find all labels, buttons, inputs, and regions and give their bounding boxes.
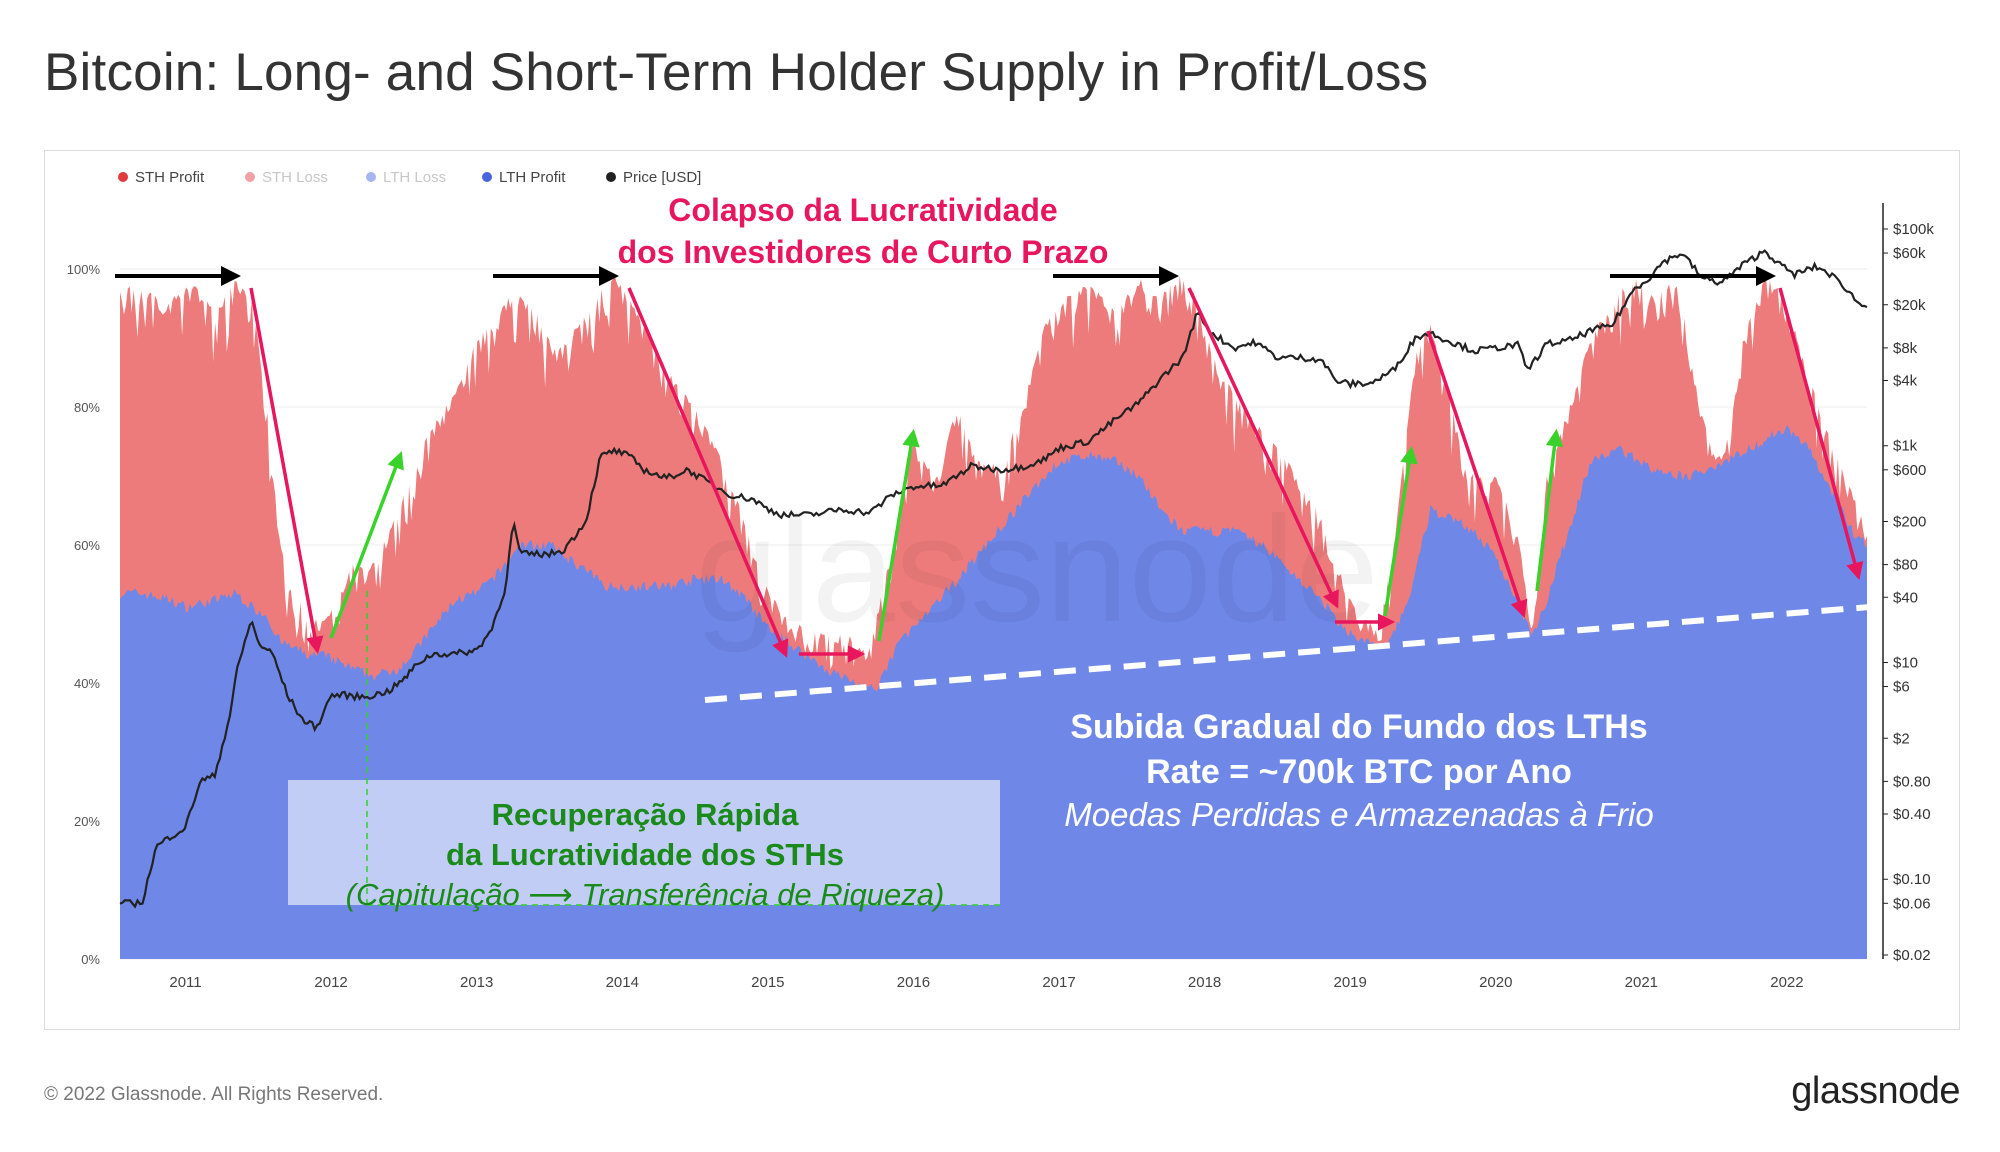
legend-item-sth-profit[interactable]: STH Profit [118, 169, 205, 186]
recovery-title: Recuperação Rápida [492, 797, 799, 832]
y2-tick-label: $200 [1893, 514, 1926, 531]
recovery-subtitle: da Lucratividade dos STHs [446, 837, 844, 872]
y2-tick-label: $4k [1893, 373, 1918, 390]
x-tick-label: 2015 [751, 974, 784, 991]
recovery-note: (Capitulação ⟶ Transferência de Riqueza) [346, 877, 945, 912]
x-tick-label: 2017 [1042, 974, 1075, 991]
x-tick-label: 2019 [1333, 974, 1366, 991]
y2-tick-label: $0.80 [1893, 773, 1931, 790]
legend-item-price[interactable]: Price [USD] [606, 169, 701, 186]
collapse-arrow [1426, 330, 1528, 618]
recovery-arrow [1535, 428, 1564, 592]
x-tick-label: 2021 [1625, 974, 1658, 991]
legend-label: Price [USD] [623, 169, 701, 186]
y-tick-label: 20% [74, 814, 100, 829]
chart-frame: STH Profit STH Loss LTH Loss LTH Profit … [44, 150, 1960, 1030]
collapse-arrow [249, 287, 324, 655]
legend-item-sth-loss[interactable]: STH Loss [245, 169, 328, 186]
legend-label: STH Profit [135, 169, 205, 186]
y2-tick-label: $8k [1893, 340, 1918, 357]
y2-tick-label: $0.40 [1893, 806, 1931, 823]
collapse-arrow [627, 287, 789, 658]
brand-logo: glassnode [1791, 1070, 1960, 1112]
right-axis: $0.02 $0.06 $0.10 $0.40 $0.80 $2 $6 $10 $40 $80 $2… [1883, 221, 1934, 964]
collapse-arrow [1778, 287, 1864, 581]
y2-tick-label: $1k [1893, 438, 1918, 455]
y2-tick-label: $0.10 [1893, 871, 1931, 888]
legend-dot-icon [482, 172, 492, 182]
y2-tick-label: $600 [1893, 462, 1926, 479]
y2-tick-label: $6 [1893, 679, 1910, 696]
y2-tick-label: $0.06 [1893, 895, 1931, 912]
legend-label: LTH Loss [383, 169, 446, 186]
y2-tick-label: $100k [1893, 221, 1934, 238]
legend-dot-icon [606, 172, 616, 182]
legend-item-lth-profit[interactable]: LTH Profit [482, 169, 566, 186]
x-tick-label: 2011 [169, 974, 201, 991]
x-tick-label: 2018 [1188, 974, 1221, 991]
copyright: © 2022 Glassnode. All Rights Reserved. [44, 1084, 384, 1105]
y2-tick-label: $80 [1893, 557, 1918, 574]
collapse-arrow [1187, 287, 1339, 609]
x-tick-label: 2020 [1479, 974, 1512, 991]
lth-floor-trendline [704, 604, 1871, 703]
legend-dot-icon [245, 172, 255, 182]
recovery-arrow [329, 451, 404, 639]
y2-tick-label: $10 [1893, 654, 1918, 671]
x-tick-label: 2014 [606, 974, 639, 991]
legend-label: STH Loss [262, 169, 328, 186]
x-tick-label: 2022 [1770, 974, 1803, 991]
left-axis: 0% 20% 40% 60% 80% 100% [67, 262, 101, 967]
recovery-arrow [877, 428, 920, 642]
y-tick-label: 60% [74, 538, 100, 553]
y-tick-label: 80% [74, 400, 100, 415]
lth-floor-title: Subida Gradual do Fundo dos LTHs [1070, 708, 1647, 746]
recovery-box [288, 780, 1000, 905]
legend-item-lth-loss[interactable]: LTH Loss [366, 169, 446, 186]
y-tick-label: 40% [74, 676, 100, 691]
legend-label: LTH Profit [499, 169, 566, 186]
y-tick-label: 0% [81, 952, 100, 967]
collapse-arrows [249, 287, 1864, 663]
y2-tick-label: $40 [1893, 589, 1918, 606]
y2-tick-label: $60k [1893, 245, 1926, 262]
lth-floor-rate: Rate = ~700k BTC por Ano [1146, 753, 1572, 791]
x-tick-label: 2016 [897, 974, 930, 991]
page-title: Bitcoin: Long- and Short-Term Holder Sup… [44, 43, 1429, 102]
chart: STH Profit STH Loss LTH Loss LTH Profit … [67, 169, 1935, 991]
legend-dot-icon [366, 172, 376, 182]
recovery-arrows [329, 428, 1564, 642]
y-tick-label: 100% [67, 262, 101, 277]
x-tick-label: 2012 [314, 974, 347, 991]
y2-tick-label: $20k [1893, 297, 1926, 314]
lth-floor-note: Moedas Perdidas e Armazenadas à Frio [1064, 796, 1653, 833]
price-line [119, 249, 1868, 909]
x-tick-label: 2013 [460, 974, 493, 991]
x-axis: 2011 2012 2013 2014 2015 2016 2017 2018 2019 2020… [169, 974, 1803, 991]
sth-collapse-subtitle: dos Investidores de Curto Prazo [618, 234, 1109, 270]
recovery-arrow [1383, 445, 1418, 617]
y2-tick-label: $0.02 [1893, 947, 1931, 964]
y2-tick-label: $2 [1893, 730, 1910, 747]
legend-dot-icon [118, 172, 128, 182]
legend: STH Profit STH Loss LTH Loss LTH Profit … [118, 169, 701, 186]
sth-collapse-title: Colapso da Lucratividade [668, 192, 1057, 228]
watermark: glassnode [695, 485, 1379, 653]
